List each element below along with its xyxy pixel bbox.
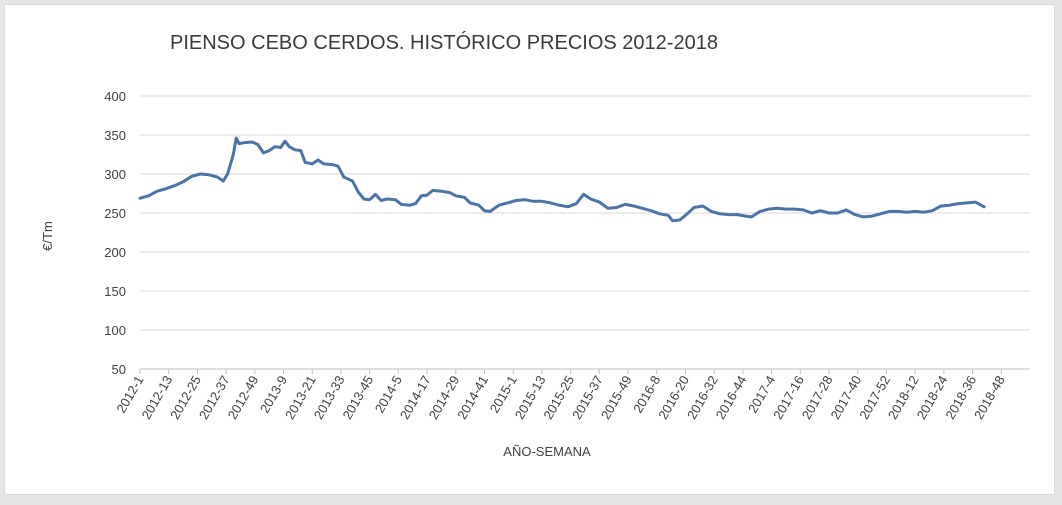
x-axis-title: AÑO-SEMANA: [503, 444, 591, 459]
y-tick-label: 150: [104, 284, 126, 299]
y-tick-label: 100: [104, 323, 126, 338]
y-tick-label: 200: [104, 245, 126, 260]
chart-title: PIENSO CEBO CERDOS. HISTÓRICO PRECIOS 20…: [170, 31, 718, 54]
y-tick-label: 350: [104, 128, 126, 143]
y-tick-label: 300: [104, 167, 126, 182]
y-tick-label: 50: [112, 362, 126, 377]
series-line: [138, 136, 986, 223]
x-tick-labels: 2012-12012-132012-252012-372012-492013-9…: [113, 369, 1008, 422]
y-axis-title: €/Tm: [40, 221, 55, 251]
chart-frame: [4, 4, 1055, 495]
y-tick-label: 250: [104, 206, 126, 221]
y-tick-labels: 50 100 150 200 250 300 350 400: [104, 89, 126, 377]
gridlines: [140, 95, 1030, 370]
y-tick-label: 400: [104, 89, 126, 104]
